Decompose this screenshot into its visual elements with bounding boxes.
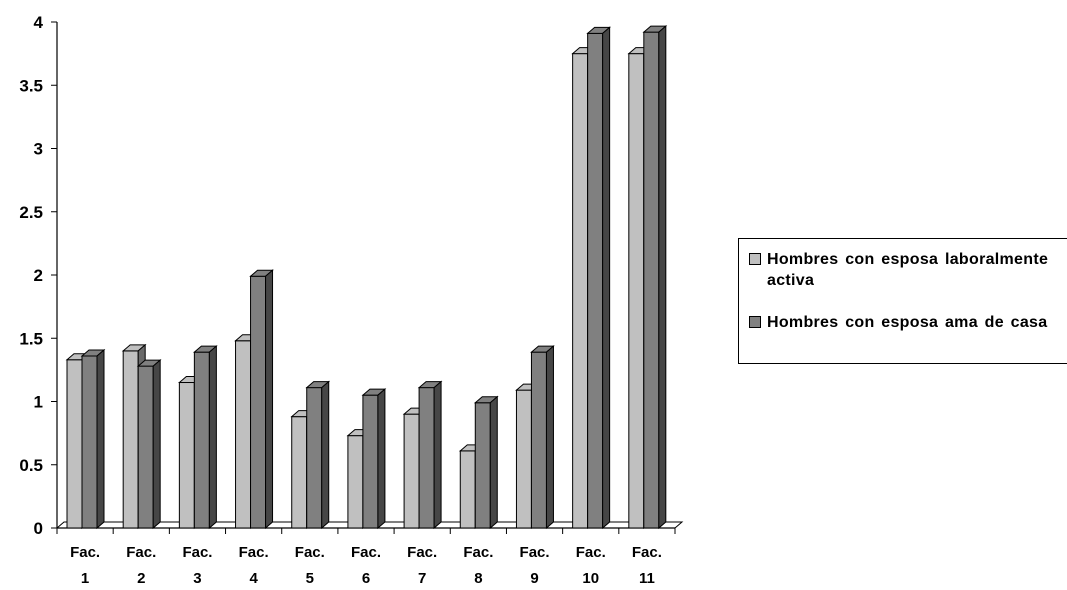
x-tick-label: Fac. bbox=[351, 544, 381, 561]
y-tick-label: 2.5 bbox=[19, 203, 43, 222]
y-tick-label: 0.5 bbox=[19, 456, 43, 475]
bar-front bbox=[81, 355, 98, 529]
y-tick-label: 2 bbox=[34, 266, 43, 285]
x-tick-label: 1 bbox=[81, 570, 89, 587]
legend-item-ama-de-casa: Hombres con esposa ama de casa bbox=[749, 312, 1067, 333]
bar-side bbox=[321, 380, 330, 530]
bar-side bbox=[545, 345, 554, 530]
bar-side bbox=[377, 388, 386, 530]
legend-swatch-ama-de-casa bbox=[749, 316, 761, 328]
legend-label-activa: Hombres con esposa laboralmente activa bbox=[767, 251, 1049, 289]
bar-side bbox=[489, 395, 498, 530]
bar-front bbox=[122, 350, 139, 529]
bar-front bbox=[178, 382, 195, 529]
bar-ama-de-casa-6 bbox=[361, 388, 387, 530]
bar-side bbox=[208, 345, 217, 530]
bar-front bbox=[306, 387, 323, 529]
x-tick-label: Fac. bbox=[576, 544, 606, 561]
bar-front bbox=[362, 394, 379, 529]
y-tick-label: 3.5 bbox=[19, 76, 43, 95]
x-tick-label: Fac. bbox=[182, 544, 212, 561]
bar-side bbox=[433, 380, 442, 530]
x-tick-label: 7 bbox=[418, 570, 426, 587]
bar-front bbox=[193, 351, 210, 529]
x-tick-label: Fac. bbox=[126, 544, 156, 561]
y-tick-label: 0 bbox=[34, 519, 43, 538]
x-tick-label: 9 bbox=[530, 570, 538, 587]
x-tick-label: Fac. bbox=[463, 544, 493, 561]
bar-front bbox=[459, 450, 476, 529]
bar-side bbox=[152, 358, 161, 530]
x-tick-label: Fac. bbox=[520, 544, 550, 561]
bar-front bbox=[347, 435, 364, 529]
y-tick-label: 1.5 bbox=[19, 329, 43, 348]
bar-front bbox=[418, 387, 435, 529]
bar-ama-de-casa-2 bbox=[136, 358, 162, 530]
x-tick-label: Fac. bbox=[295, 544, 325, 561]
x-tick-label: Fac. bbox=[632, 544, 662, 561]
bar-front bbox=[403, 413, 420, 529]
x-tick-label: Fac. bbox=[407, 544, 437, 561]
bar-front bbox=[235, 340, 252, 529]
y-tick-label: 4 bbox=[34, 13, 44, 32]
bar-front bbox=[66, 359, 83, 529]
bar-ama-de-casa-3 bbox=[193, 345, 218, 530]
bar-side bbox=[602, 26, 611, 530]
x-tick-label: 11 bbox=[639, 570, 655, 587]
bar-front bbox=[643, 31, 660, 529]
y-tick-label: 3 bbox=[34, 140, 43, 159]
x-tick-label: 4 bbox=[249, 570, 258, 587]
bar-ama-de-casa-10 bbox=[586, 26, 611, 530]
bar-ama-de-casa-4 bbox=[249, 269, 274, 530]
bar-side bbox=[96, 348, 105, 530]
x-tick-label: 6 bbox=[362, 570, 370, 587]
bar-front bbox=[572, 53, 589, 529]
bar-side bbox=[265, 269, 274, 530]
x-tick-label: Fac. bbox=[239, 544, 269, 561]
bar-front bbox=[250, 275, 267, 529]
bar-front bbox=[291, 416, 308, 529]
x-tick-label: 10 bbox=[582, 570, 599, 587]
bar-side bbox=[658, 25, 667, 530]
x-tick-label: Fac. bbox=[70, 544, 100, 561]
bar-ama-de-casa-5 bbox=[305, 380, 331, 530]
bar-front bbox=[628, 53, 645, 529]
bar-front bbox=[515, 389, 532, 529]
bar-ama-de-casa-9 bbox=[530, 345, 555, 530]
bar-front bbox=[587, 32, 604, 529]
x-tick-label: 8 bbox=[474, 570, 482, 587]
x-tick-label: 3 bbox=[193, 570, 201, 587]
legend-label-ama-de-casa: Hombres con esposa ama de casa bbox=[767, 314, 1048, 331]
bar-ama-de-casa-11 bbox=[642, 25, 668, 530]
legend-swatch-activa bbox=[749, 253, 761, 265]
bar-front bbox=[137, 365, 154, 529]
bar-ama-de-casa-7 bbox=[417, 380, 443, 530]
bar-front bbox=[474, 402, 491, 529]
x-tick-label: 5 bbox=[306, 570, 314, 587]
bar-front bbox=[530, 351, 547, 529]
bar-ama-de-casa-1 bbox=[80, 348, 106, 530]
x-tick-label: 2 bbox=[137, 570, 145, 587]
y-tick-label: 1 bbox=[34, 393, 43, 412]
legend-item-activa: Hombres con esposa laboralmente activa bbox=[749, 249, 1067, 291]
legend: Hombres con esposa laboralmente activa H… bbox=[738, 238, 1067, 364]
bar-ama-de-casa-8 bbox=[473, 395, 499, 530]
